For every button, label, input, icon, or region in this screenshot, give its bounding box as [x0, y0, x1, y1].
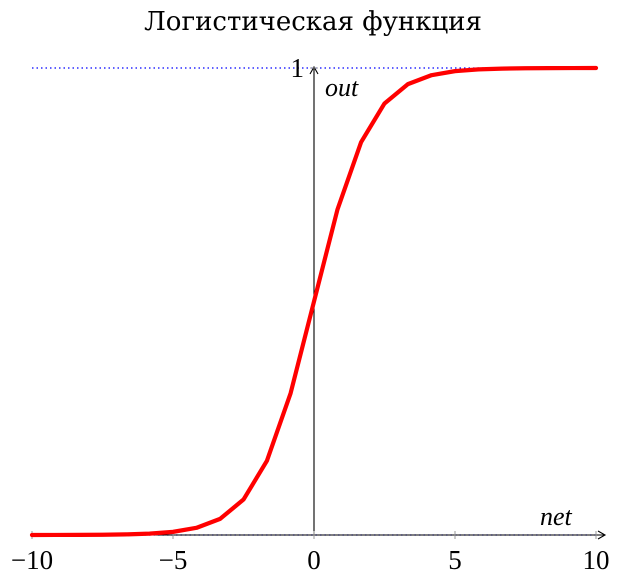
x-tick-label: 0 — [307, 545, 321, 575]
axes — [32, 65, 607, 540]
y-tick-label: 1 — [291, 53, 305, 83]
x-tick-label: −10 — [11, 545, 53, 575]
series-line-0 — [29, 65, 599, 538]
y-axis-label: out — [325, 73, 359, 102]
series-group — [29, 65, 599, 538]
x-axis-arrow — [597, 530, 607, 540]
x-axis-label: net — [540, 502, 573, 531]
ticks: −10 −5 0 5 10 1 — [11, 53, 610, 575]
x-tick-label: 10 — [583, 545, 610, 575]
x-tick-label: 5 — [448, 545, 462, 575]
y-axis-arrow — [309, 65, 319, 75]
x-tick-label: −5 — [159, 545, 188, 575]
chart-title: Логистическая функция — [144, 7, 482, 37]
